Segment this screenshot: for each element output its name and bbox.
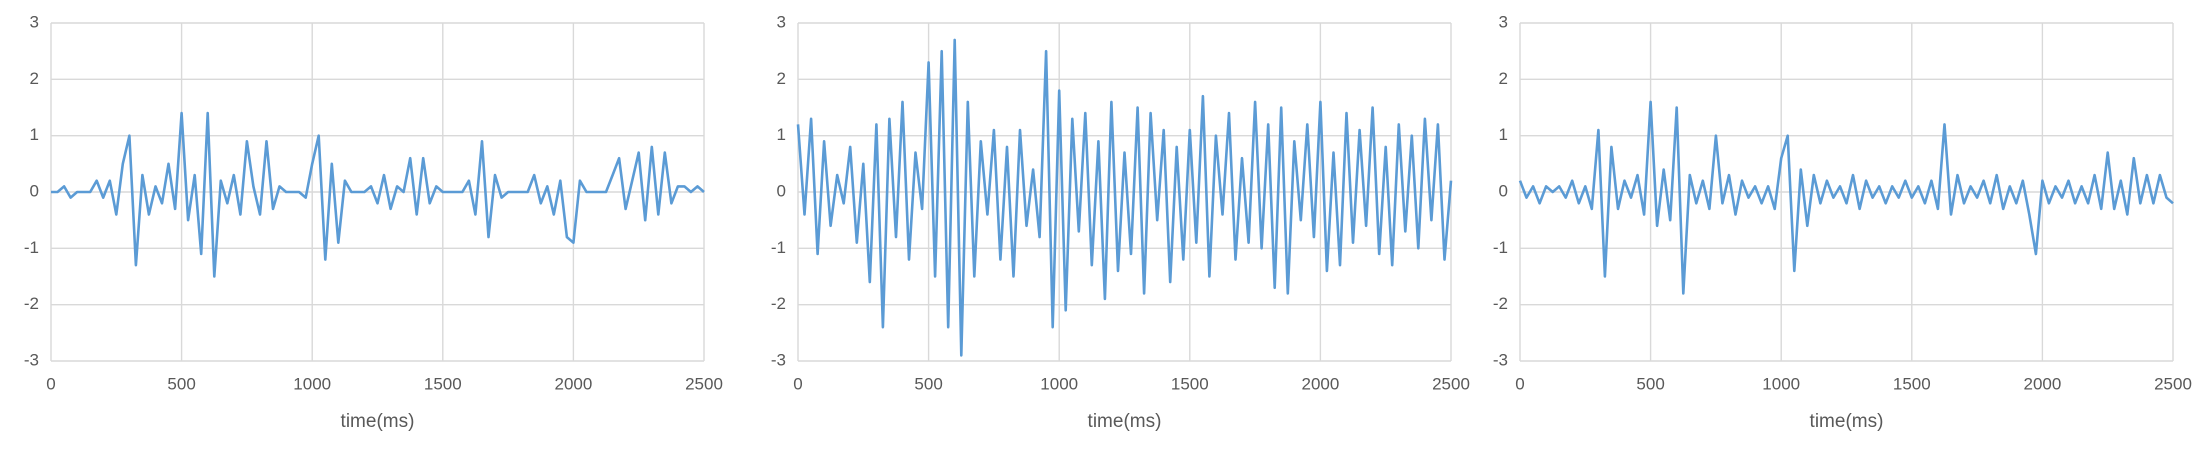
x-tick-label: 500 xyxy=(1636,374,1664,393)
y-tick-label: 3 xyxy=(777,12,786,31)
x-tick-label: 2500 xyxy=(2154,374,2192,393)
signal-line xyxy=(1518,100,2174,295)
y-tick-label: -1 xyxy=(771,238,786,257)
y-tick-label: 0 xyxy=(30,181,39,200)
x-tick-label: 0 xyxy=(46,374,55,393)
x-tick-label: 1500 xyxy=(1171,374,1209,393)
x-tick-label: 1000 xyxy=(1762,374,1800,393)
y-tick-label: -2 xyxy=(771,294,786,313)
y-tick-label: -3 xyxy=(771,350,786,369)
x-axis-label: time(ms) xyxy=(341,411,415,432)
x-tick-label: 2500 xyxy=(1432,374,1470,393)
x-tick-label: 2000 xyxy=(554,374,592,393)
x-tick-label: 500 xyxy=(914,374,942,393)
x-tick-label: 500 xyxy=(167,374,195,393)
x-tick-label: 1000 xyxy=(293,374,331,393)
y-tick-label: -1 xyxy=(24,238,39,257)
x-tick-label: 0 xyxy=(1515,374,1524,393)
y-tick-label: 0 xyxy=(1499,181,1508,200)
signal-line xyxy=(51,111,705,278)
y-tick-label: -1 xyxy=(1493,238,1508,257)
x-axis-label: time(ms) xyxy=(1088,411,1162,432)
signal-line xyxy=(796,38,1453,357)
y-tick-label: -2 xyxy=(24,294,39,313)
x-axis-label: time(ms) xyxy=(1810,411,1884,432)
y-tick-label: -3 xyxy=(24,350,39,369)
y-tick-label: -3 xyxy=(1493,350,1508,369)
x-tick-label: 2500 xyxy=(685,374,723,393)
x-tick-label: 0 xyxy=(793,374,802,393)
y-tick-label: 2 xyxy=(777,69,786,88)
y-tick-label: 2 xyxy=(30,69,39,88)
x-tick-label: 2000 xyxy=(2023,374,2061,393)
y-tick-label: 1 xyxy=(1499,125,1508,144)
y-tick-label: 0 xyxy=(777,181,786,200)
y-tick-label: 3 xyxy=(30,12,39,31)
y-tick-label: 3 xyxy=(1499,12,1508,31)
y-tick-label: 1 xyxy=(30,125,39,144)
y-tick-label: 1 xyxy=(777,125,786,144)
x-tick-label: 1500 xyxy=(1893,374,1931,393)
y-tick-label: 2 xyxy=(1499,69,1508,88)
y-tick-label: -2 xyxy=(1493,294,1508,313)
x-tick-label: 1000 xyxy=(1040,374,1078,393)
x-tick-label: 2000 xyxy=(1301,374,1339,393)
x-tick-label: 1500 xyxy=(424,374,462,393)
